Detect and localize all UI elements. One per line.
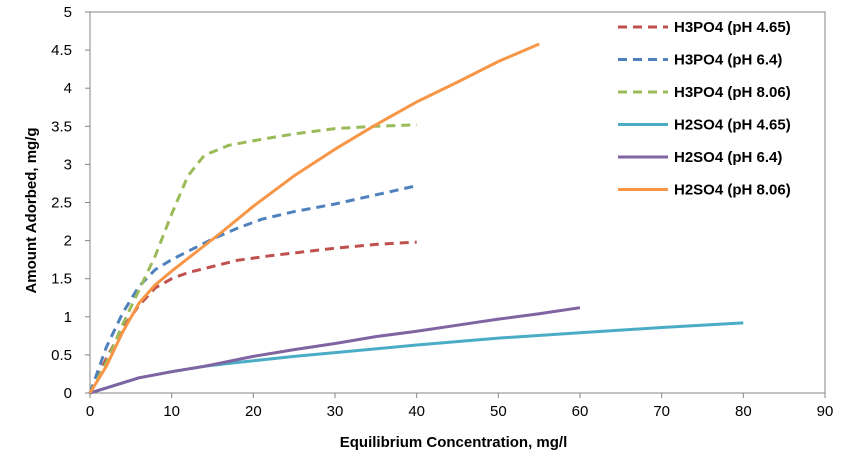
series-layer (88, 42, 744, 395)
series-line-5 (89, 306, 581, 395)
legend-label: H2SO4 (pH 8.06) (674, 182, 791, 199)
legend-label: H2SO4 (pH 4.65) (674, 117, 791, 134)
y-tick-label: 3.5 (51, 118, 72, 135)
x-tick-label: 30 (327, 403, 344, 420)
x-tick-label: 90 (817, 403, 834, 420)
x-tick-label: 50 (490, 403, 507, 420)
y-axis-title: Amount Adorbed, mg/g (23, 127, 40, 293)
series-line-3 (88, 123, 417, 394)
legend-label: H2SO4 (pH 6.4) (674, 149, 782, 166)
legend-label: H3PO4 (pH 6.4) (674, 52, 782, 69)
y-tick-label: 2 (64, 233, 72, 250)
y-tick-label: 2.5 (51, 195, 72, 212)
x-tick-label: 10 (163, 403, 180, 420)
x-axis-ticks: 0 10 20 30 40 50 60 70 80 90 (86, 393, 834, 420)
legend-label: H3PO4 (pH 4.65) (674, 19, 791, 36)
series-line-2 (88, 184, 418, 394)
series-line-6 (88, 42, 540, 394)
y-tick-label: 5 (64, 4, 72, 21)
y-axis-ticks: 0 0.5 1 1.5 2 2.5 3 3.5 4 4.5 5 (51, 4, 90, 402)
x-tick-label: 60 (572, 403, 589, 420)
y-tick-label: 1.5 (51, 271, 72, 288)
x-tick-label: 20 (245, 403, 262, 420)
y-tick-label: 3 (64, 156, 72, 173)
y-tick-label: 0 (64, 385, 72, 402)
x-axis-title: Equilibrium Concentration, mg/l (340, 434, 568, 451)
y-tick-label: 4 (64, 80, 72, 97)
y-tick-label: 4.5 (51, 42, 72, 59)
x-tick-label: 0 (86, 403, 94, 420)
x-tick-label: 80 (735, 403, 752, 420)
legend: H3PO4 (pH 4.65) H3PO4 (pH 6.4) H3PO4 (pH 8… (618, 19, 791, 199)
legend-label: H3PO4 (pH 8.06) (674, 84, 791, 101)
x-tick-label: 70 (653, 403, 670, 420)
y-tick-label: 0.5 (51, 347, 72, 364)
y-tick-label: 1 (64, 309, 72, 326)
x-tick-label: 40 (408, 403, 425, 420)
